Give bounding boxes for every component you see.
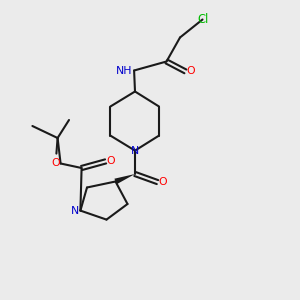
Text: O: O xyxy=(51,158,59,169)
Text: NH: NH xyxy=(116,65,133,76)
Polygon shape xyxy=(114,174,135,184)
Text: N: N xyxy=(131,146,139,156)
Text: N: N xyxy=(71,206,79,216)
Text: Cl: Cl xyxy=(197,13,208,26)
Text: O: O xyxy=(187,66,195,76)
Text: O: O xyxy=(159,177,167,187)
Text: O: O xyxy=(107,156,115,167)
